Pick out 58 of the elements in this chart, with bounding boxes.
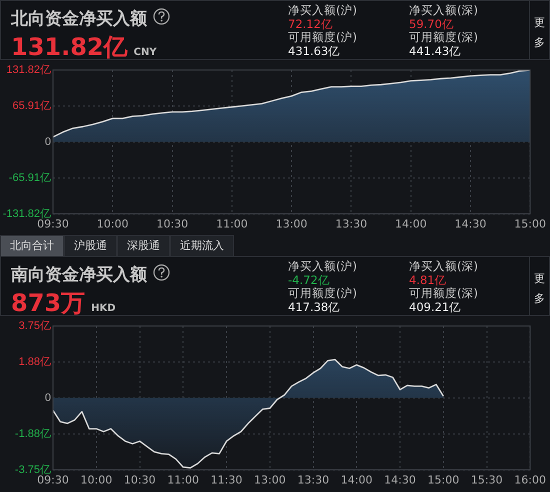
x-tick-label: 10:00 [80, 473, 112, 486]
x-tick-label: 09:30 [37, 217, 69, 230]
x-tick-label: 13:30 [297, 473, 330, 486]
x-tick-label: 09:30 [37, 473, 69, 486]
text: 417.38亿 [288, 300, 342, 314]
text: 更多 [533, 15, 546, 51]
x-tick-label: 11:00 [216, 217, 248, 230]
text: 净买入额(沪) [288, 3, 357, 17]
x-tick-label: 10:00 [96, 217, 128, 230]
x-tick-label: 11:00 [167, 473, 199, 486]
text: CNY [134, 47, 157, 58]
x-tick-label: 15:00 [428, 473, 460, 486]
x-tick-label: 15:00 [514, 217, 546, 230]
x-tick-label: 13:00 [276, 217, 308, 230]
text: 近期流入 [170, 235, 234, 257]
text: 可用额度(沪) [288, 30, 357, 44]
x-tick-label: 14:00 [395, 217, 427, 230]
y-tick-label: 0 [44, 136, 51, 148]
x-tick-label: 16:00 [514, 473, 546, 486]
y-tick-label: 0 [44, 392, 51, 404]
text: HKD [91, 303, 116, 314]
text: 深股通 [117, 235, 170, 257]
chart-subtitle: 873万 [11, 289, 86, 317]
y-tick-label: 1.88亿 [18, 356, 51, 368]
text: 沪股通 [64, 235, 117, 257]
x-tick-label: 10:30 [124, 473, 156, 486]
x-tick-label: 11:30 [210, 473, 242, 486]
text: 可用额度(深) [409, 30, 478, 44]
x-tick-label: 14:30 [384, 473, 416, 486]
text: 72.12亿 [288, 17, 334, 31]
chart-title: 南向资金净买入额 [11, 264, 148, 286]
text: 409.21亿 [409, 300, 462, 314]
text: 可用额度(沪) [288, 286, 357, 300]
text: 可用额度(深) [409, 286, 478, 300]
y-tick-label: -65.91亿 [8, 172, 51, 184]
y-tick-label: 3.75亿 [18, 320, 51, 332]
text: -4.72亿 [288, 273, 331, 287]
y-tick-label: -1.88亿 [14, 428, 51, 440]
text: 更多 [533, 271, 546, 307]
y-tick-label: 65.91亿 [12, 100, 51, 112]
x-tick-label: 13:30 [335, 217, 368, 230]
x-tick-label: 10:30 [156, 217, 188, 230]
text: 净买入额(沪) [288, 259, 357, 273]
text: 59.70亿 [409, 17, 455, 31]
text: 441.43亿 [409, 44, 462, 58]
x-tick-label: 14:00 [340, 473, 372, 486]
x-tick-label: 13:00 [254, 473, 286, 486]
text: 4.81亿 [409, 273, 448, 287]
x-tick-label: 15:30 [470, 473, 503, 486]
text: 431.63亿 [288, 44, 342, 58]
x-tick-label: 14:30 [454, 217, 486, 230]
y-tick-label: -3.75亿 [14, 464, 51, 476]
text: 净买入额(深) [409, 259, 478, 273]
chart-title: 北向资金净买入额 [11, 8, 148, 30]
y-tick-label: 131.82亿 [6, 64, 51, 76]
y-tick-label: -131.82亿 [2, 208, 51, 220]
text: 北向合计 [0, 235, 64, 257]
text: 净买入额(深) [409, 3, 478, 17]
